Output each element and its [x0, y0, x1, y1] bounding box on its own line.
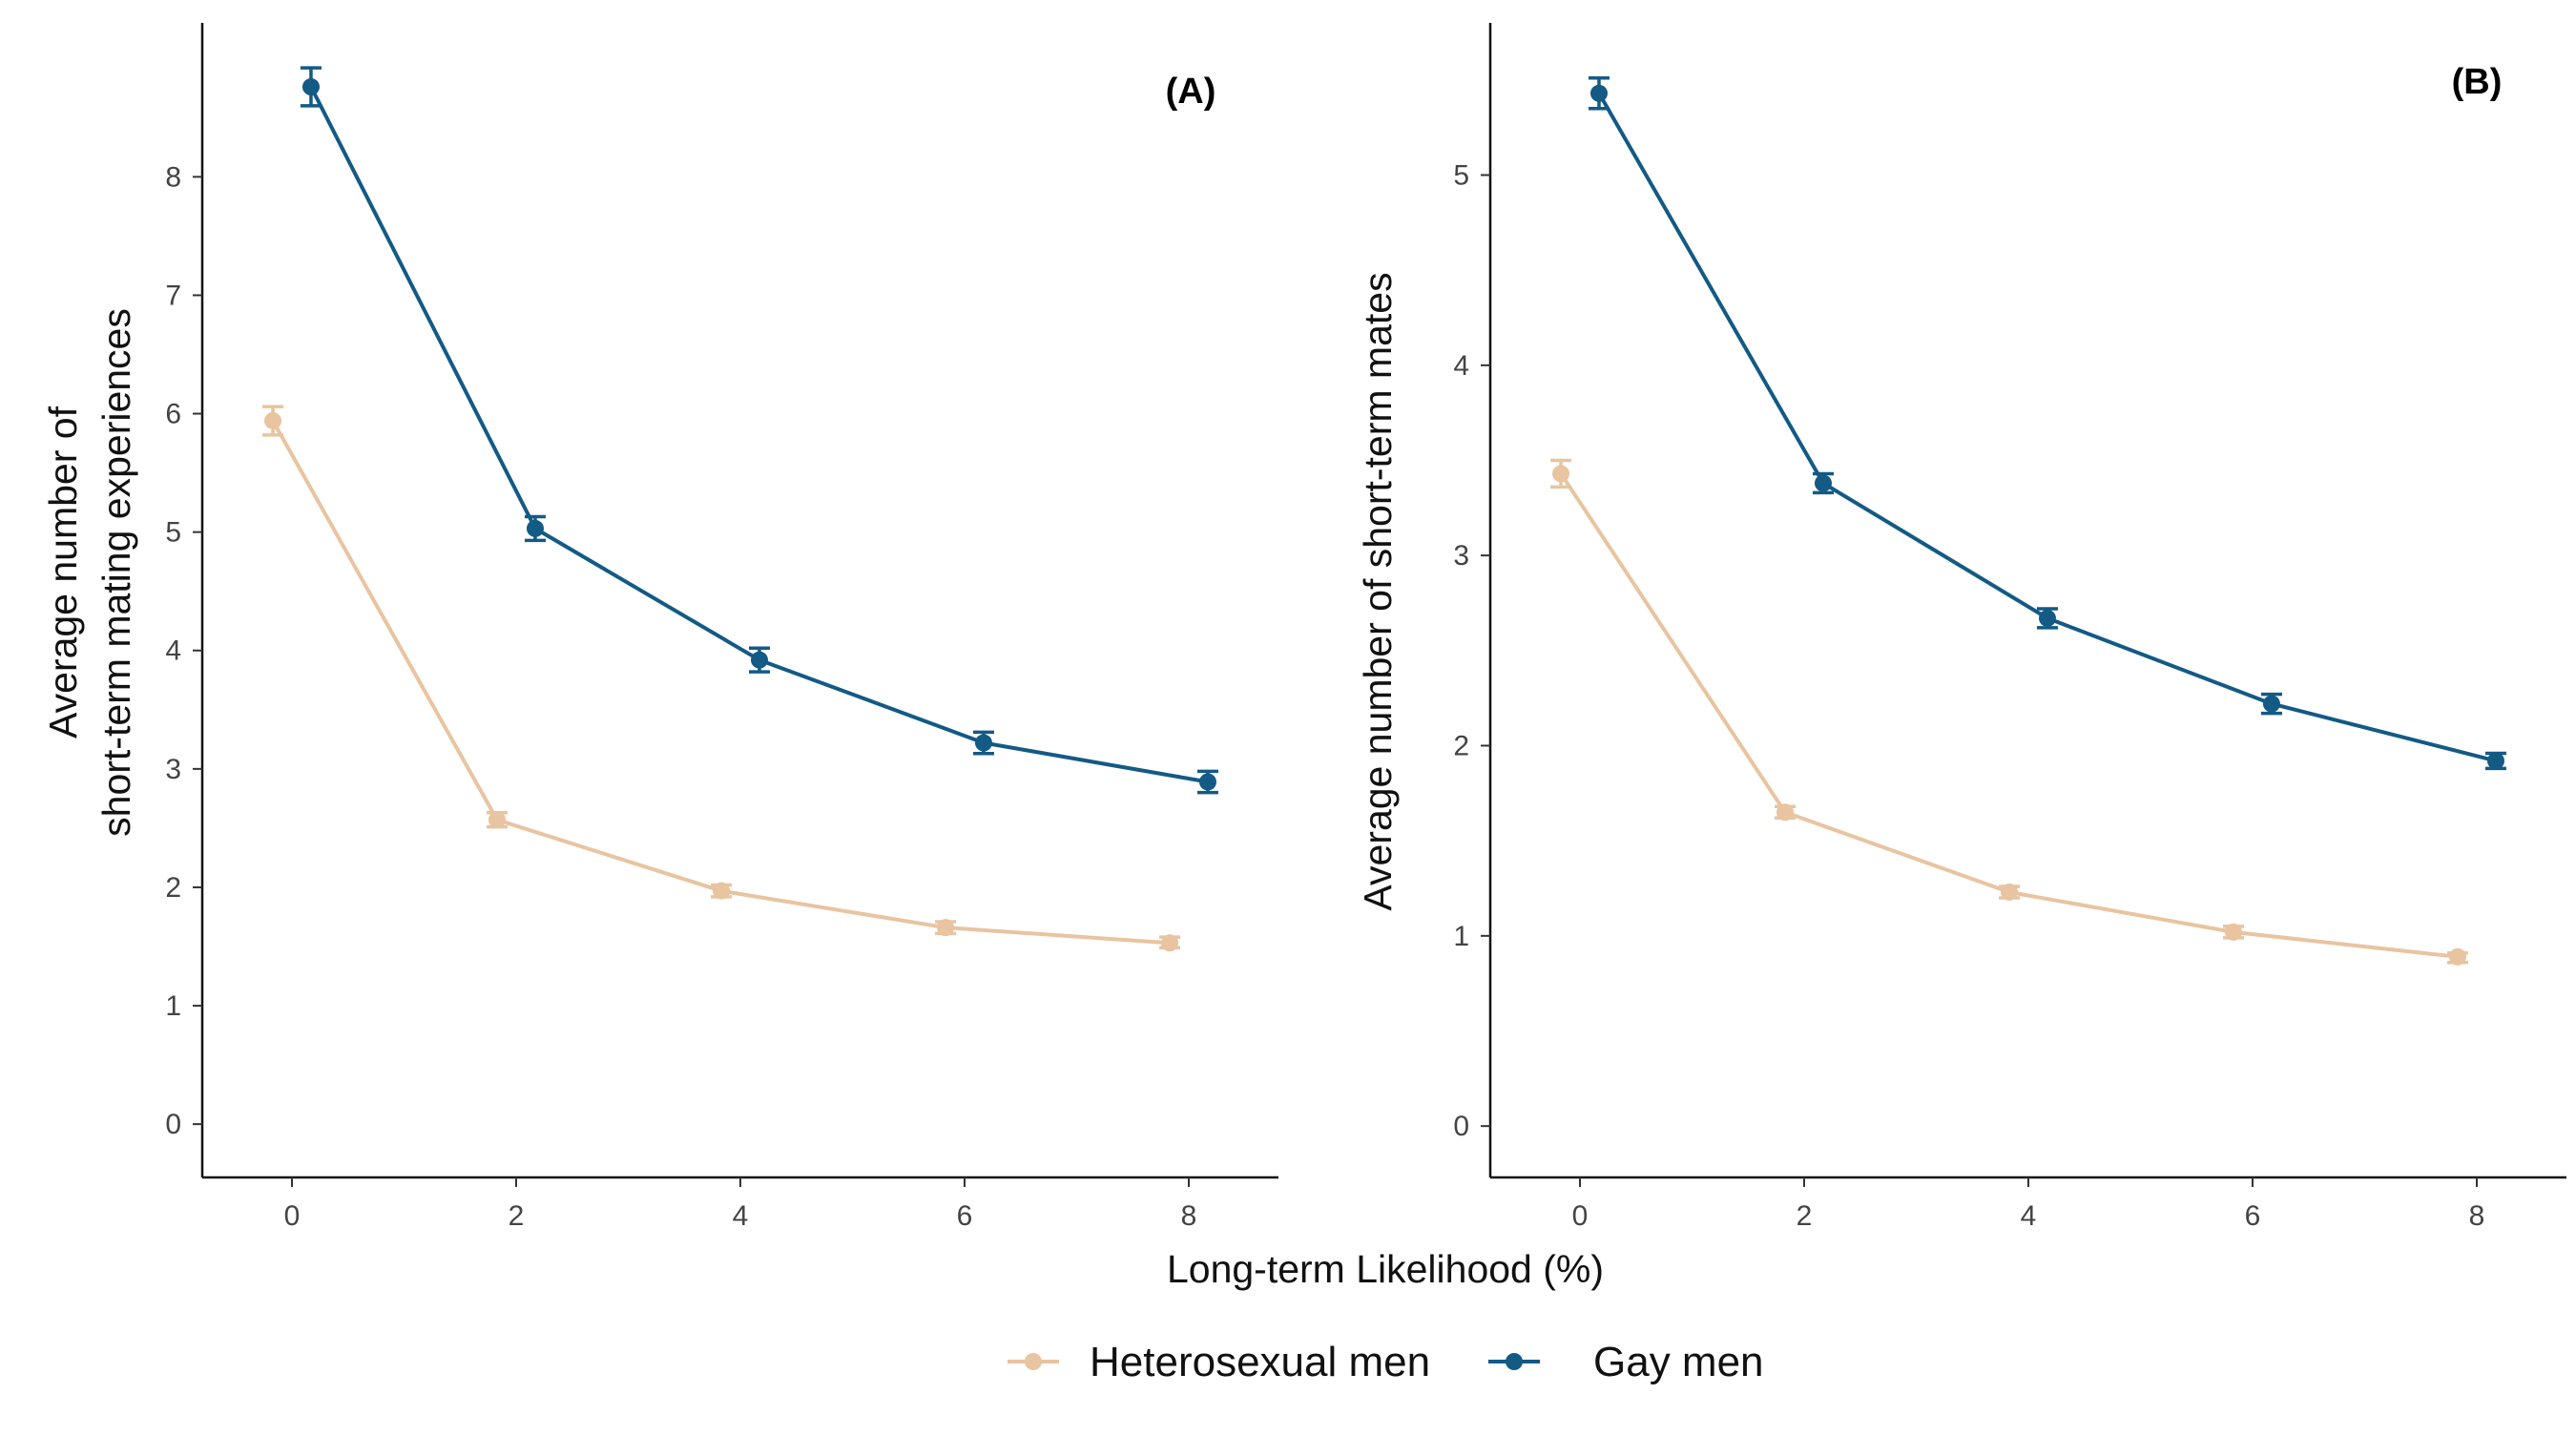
- y-tick-label: 0: [1453, 1111, 1469, 1142]
- data-point: [526, 519, 544, 537]
- legend: Heterosexual men Gay men: [1008, 1339, 1764, 1385]
- y-axis-title-line-2: short-term mating experiences: [94, 308, 138, 837]
- x-tick-label: 4: [733, 1200, 749, 1232]
- data-point: [2262, 695, 2280, 713]
- data-point: [750, 651, 768, 669]
- x-tick-label: 8: [1181, 1200, 1197, 1232]
- y-tick-label: 1: [165, 990, 181, 1022]
- y-tick-label: 5: [1453, 159, 1469, 191]
- legend-label: Heterosexual men: [1090, 1339, 1430, 1385]
- x-tick-label: 2: [1797, 1200, 1813, 1232]
- data-point: [2001, 883, 2019, 901]
- y-tick-label: 4: [165, 635, 181, 667]
- panel-label: (B): [2452, 62, 2503, 102]
- y-tick-label: 7: [165, 280, 181, 311]
- x-tick-label: 0: [284, 1200, 301, 1232]
- data-point: [974, 734, 992, 752]
- series-heterosexual-men: [1550, 458, 2469, 966]
- x-tick-label: 8: [2469, 1200, 2485, 1232]
- data-point: [1198, 773, 1216, 791]
- data-point: [301, 78, 320, 96]
- x-axis-title: Long-term Likelihood (%): [1167, 1247, 1604, 1291]
- data-point: [1552, 465, 1570, 483]
- data-point: [264, 411, 282, 429]
- data-point: [1161, 934, 1179, 952]
- data-point: [2449, 947, 2467, 966]
- panel-label: (A): [1166, 72, 1216, 112]
- legend-marker: [1025, 1353, 1042, 1370]
- x-tick-label: 0: [1572, 1200, 1589, 1232]
- y-tick-label: 4: [1453, 350, 1469, 382]
- y-tick-label: 0: [165, 1109, 181, 1140]
- data-point: [2038, 609, 2056, 627]
- data-point: [713, 882, 731, 900]
- data-point: [1589, 84, 1608, 102]
- data-point: [1776, 803, 1795, 822]
- series-heterosexual-men: [262, 405, 1181, 952]
- series-line: [1597, 92, 2497, 763]
- data-point: [488, 811, 507, 829]
- legend-label: Gay men: [1593, 1339, 1764, 1385]
- y-tick-label: 3: [1453, 540, 1469, 572]
- y-tick-label: 8: [165, 161, 181, 193]
- y-tick-label: 5: [165, 517, 181, 549]
- y-tick-label: 6: [165, 399, 181, 430]
- legend-marker: [1506, 1353, 1523, 1370]
- legend-item: Heterosexual men: [1008, 1339, 1430, 1385]
- data-point: [2225, 923, 2243, 941]
- y-tick-label: 3: [165, 754, 181, 785]
- x-tick-label: 6: [2245, 1200, 2261, 1232]
- y-axis-title: Average number of short-term mates: [1356, 272, 1400, 910]
- panel-b: 0 1 2 3 4 5 0 2 4 6 8 (B) Average number of short-te…: [1356, 23, 2566, 1232]
- series-gay-men: [300, 66, 1218, 795]
- data-point: [1814, 474, 1832, 492]
- series-line: [309, 86, 1209, 784]
- data-point: [937, 919, 955, 937]
- x-tick-label: 2: [509, 1200, 525, 1232]
- series-gay-men: [1588, 76, 2506, 771]
- y-tick-label: 2: [165, 872, 181, 904]
- y-tick-label: 2: [1453, 730, 1469, 761]
- x-tick-label: 6: [957, 1200, 973, 1232]
- y-axis-title-line-1: Average number of: [41, 406, 85, 739]
- y-tick-label: 1: [1453, 921, 1469, 952]
- x-tick-label: 4: [2021, 1200, 2037, 1232]
- legend-item: Gay men: [1488, 1339, 1764, 1385]
- data-point: [2486, 752, 2504, 770]
- panel-a: 0 1 2 3 4 5 6 7 8 0 2 4 6 8 (A) Average number of short-…: [41, 23, 1278, 1232]
- series-line: [271, 420, 1171, 946]
